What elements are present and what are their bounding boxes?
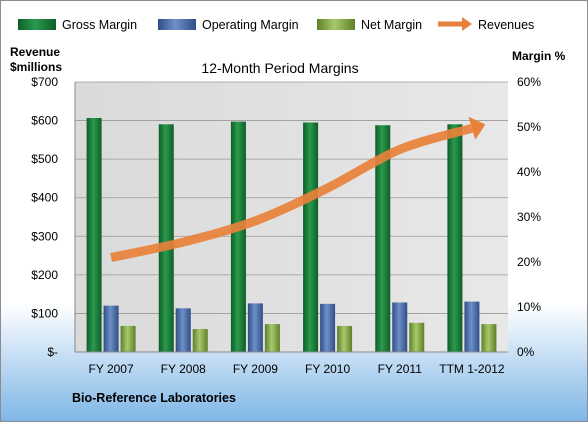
y-right-tick-label: 10% [517, 300, 541, 314]
y-right-tick-label: 0% [517, 345, 535, 359]
y-left-tick-label: $600 [31, 114, 58, 128]
legend-label: Operating Margin [202, 18, 299, 32]
bar-net-margin [120, 325, 136, 352]
y-left-axis-label: Revenue $millions [10, 45, 63, 74]
bar-operating-margin [392, 302, 408, 352]
y-left-tick-label: $500 [31, 152, 58, 166]
revenues-arrow-head [468, 116, 486, 140]
legend-swatch-operating-margin [158, 19, 196, 30]
y-left-tick-label: $- [47, 345, 58, 359]
y-right-axis-label: Margin % [512, 49, 566, 63]
bar-operating-margin [103, 305, 119, 352]
revenues-line [110, 123, 474, 262]
bar-gross-margin [230, 121, 246, 352]
bar-net-margin [409, 322, 425, 352]
x-tick-label: TTM 1-2012 [439, 362, 505, 376]
axis-layer: $- $100 $200 $300 $400 $500 $600 $700 0% 10% 20% 30… [31, 75, 541, 376]
y-left-tick-label: $300 [31, 229, 58, 243]
legend-arrow-revenues [462, 17, 472, 31]
bar-operating-margin [464, 301, 480, 352]
legend-label: Net Margin [361, 18, 422, 32]
line-layer [110, 116, 486, 262]
bar-operating-margin [320, 303, 336, 352]
bar-operating-margin [247, 303, 263, 352]
y-left-tick-label: $400 [31, 191, 58, 205]
bar-gross-margin [447, 124, 463, 352]
y-right-tick-label: 50% [517, 120, 541, 134]
bar-gross-margin [303, 122, 319, 352]
y-left-tick-label: $200 [31, 268, 58, 282]
bar-net-margin [264, 324, 280, 352]
y-right-tick-label: 40% [517, 165, 541, 179]
legend-label: Revenues [478, 18, 534, 32]
y-right-tick-label: 60% [517, 75, 541, 89]
legend-label: Gross Margin [62, 18, 137, 32]
bar-gross-margin [86, 118, 102, 352]
x-tick-label: FY 2010 [305, 362, 350, 376]
plot-area [75, 82, 508, 352]
y-right-tick-label: 30% [517, 210, 541, 224]
x-tick-label: FY 2008 [161, 362, 206, 376]
x-tick-label: FY 2007 [89, 362, 134, 376]
y-right-tick-label: 20% [517, 255, 541, 269]
bar-net-margin [192, 329, 208, 352]
bar-gross-margin [158, 124, 174, 352]
y-left-tick-label: $700 [31, 75, 58, 89]
legend-swatch-net-margin [317, 19, 355, 30]
bar-gross-margin [375, 125, 391, 352]
legend-swatch-gross-margin [18, 19, 56, 30]
x-tick-label: FY 2009 [233, 362, 278, 376]
bars-layer [86, 118, 497, 352]
legend: Gross Margin Operating Margin Net Margin Re… [18, 17, 534, 32]
bar-net-margin [337, 325, 353, 352]
chart-title: 12-Month Period Margins [201, 60, 358, 76]
company-label: Bio-Reference Laboratories [72, 391, 236, 405]
y-left-tick-label: $100 [31, 306, 58, 320]
bar-net-margin [481, 324, 497, 352]
bar-operating-margin [175, 308, 191, 352]
x-tick-label: FY 2011 [378, 362, 423, 376]
